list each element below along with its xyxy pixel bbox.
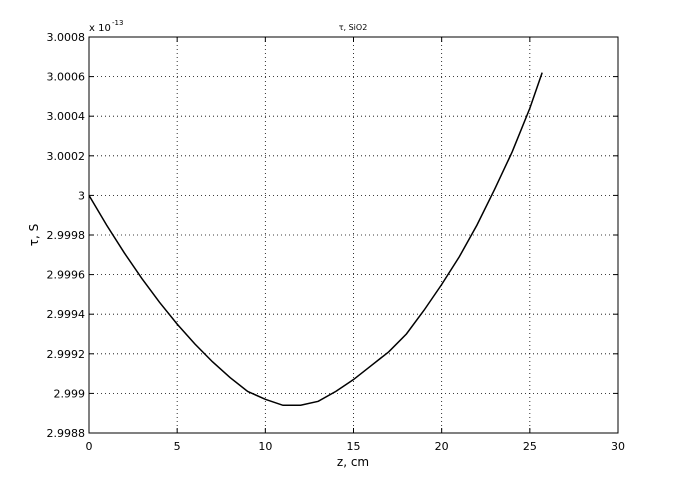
x-tick-label: 30 bbox=[611, 440, 625, 453]
x-tick-label: 0 bbox=[86, 440, 93, 453]
x-tick-label: 20 bbox=[435, 440, 449, 453]
y-tick-label: 2.9996 bbox=[47, 269, 86, 282]
y-tick-label: 2.9988 bbox=[47, 427, 86, 440]
y-tick-label: 2.9992 bbox=[47, 348, 86, 361]
y-tick-label: 2.9998 bbox=[47, 229, 86, 242]
y-axis-label: τ, S bbox=[27, 224, 41, 246]
y-tick-label: 3 bbox=[78, 189, 85, 202]
data-line bbox=[88, 72, 543, 407]
y-tick-label: 3.0002 bbox=[47, 150, 86, 163]
x-tick-label: 5 bbox=[174, 440, 181, 453]
axis-multiplier-exponent: -13 bbox=[112, 19, 123, 27]
x-tick-label: 25 bbox=[523, 440, 537, 453]
x-tick-label: 15 bbox=[347, 440, 361, 453]
axis-multiplier: x 10 bbox=[89, 23, 111, 34]
x-tick-label: 10 bbox=[258, 440, 272, 453]
x-axis-label: z, cm bbox=[337, 455, 369, 469]
y-tick-label: 3.0008 bbox=[47, 31, 86, 44]
y-tick-label: 3.0004 bbox=[47, 110, 86, 123]
y-tick-label: 2.999 bbox=[54, 387, 86, 400]
y-tick-label: 2.9994 bbox=[47, 308, 86, 321]
y-tick-label: 3.0006 bbox=[47, 71, 86, 84]
chart-title: τ, SiO2 bbox=[339, 23, 368, 32]
